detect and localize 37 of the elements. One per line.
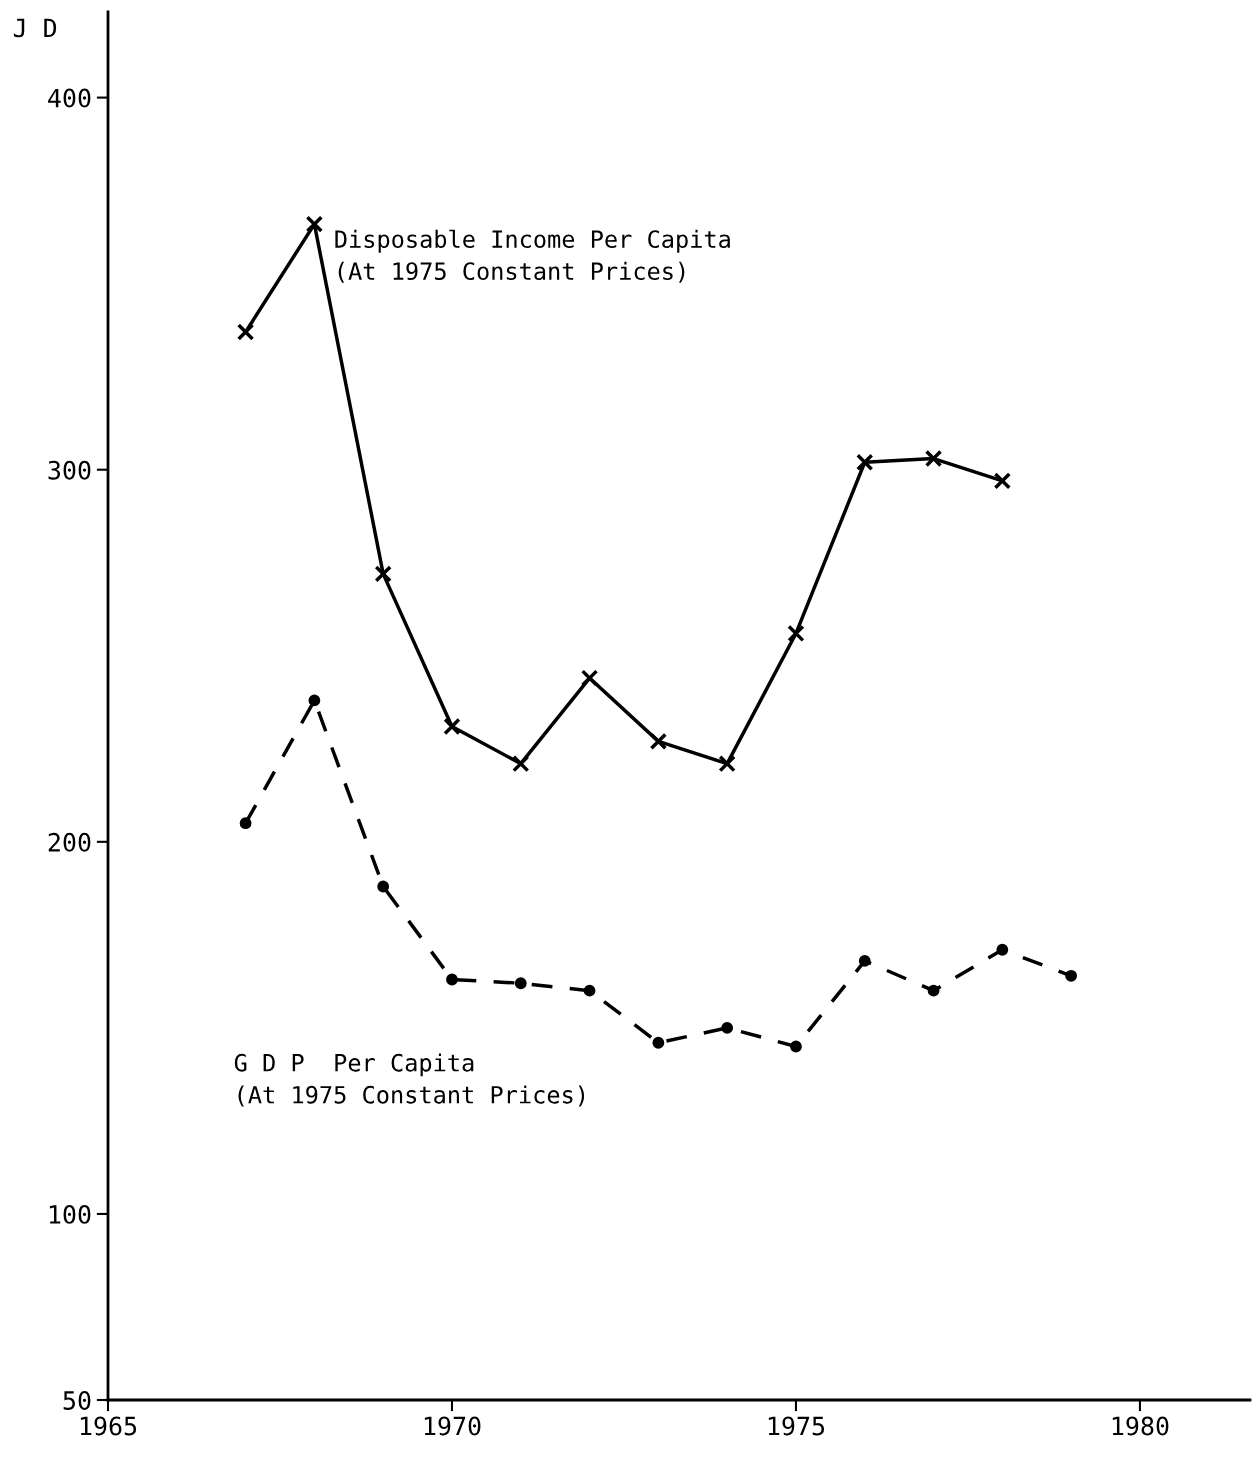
point [580, 669, 599, 687]
text: G D P Per Capita (At 1975 Constant Prices) [234, 1053, 585, 1107]
point [308, 694, 321, 707]
x-tick-label: 1965 [80, 1416, 137, 1436]
point [790, 1040, 802, 1053]
point [239, 817, 252, 830]
point [721, 1021, 734, 1034]
point [305, 215, 324, 233]
series-label: Disposable Income Per Capita (At 1975 Constant Prices) [335, 229, 730, 283]
point [652, 1036, 665, 1049]
point [236, 323, 255, 341]
point [377, 880, 390, 893]
point [856, 453, 874, 471]
point [787, 624, 805, 643]
point [649, 732, 668, 751]
y-tick-label: 200 [48, 832, 91, 852]
x-tick-label: 1975 [768, 1416, 825, 1436]
point [718, 754, 736, 773]
x-tick-label: 1980 [1112, 1416, 1169, 1436]
point [446, 973, 458, 986]
point [996, 943, 1009, 956]
x-tick-label: 1970 [424, 1416, 481, 1436]
y-tick-label: 100 [49, 1204, 91, 1224]
point [927, 984, 940, 997]
y-tick-label: 300 [48, 460, 91, 480]
point [374, 565, 392, 583]
point [858, 954, 871, 967]
y-tick-label: 400 [48, 88, 91, 108]
y-tick-label: 50 [63, 1391, 91, 1410]
y-axis-title: J D [13, 18, 57, 38]
point [514, 977, 527, 990]
point [443, 717, 461, 736]
point [583, 984, 596, 997]
point [993, 472, 1012, 490]
point [924, 449, 943, 468]
point [1065, 969, 1078, 982]
point [512, 754, 530, 773]
